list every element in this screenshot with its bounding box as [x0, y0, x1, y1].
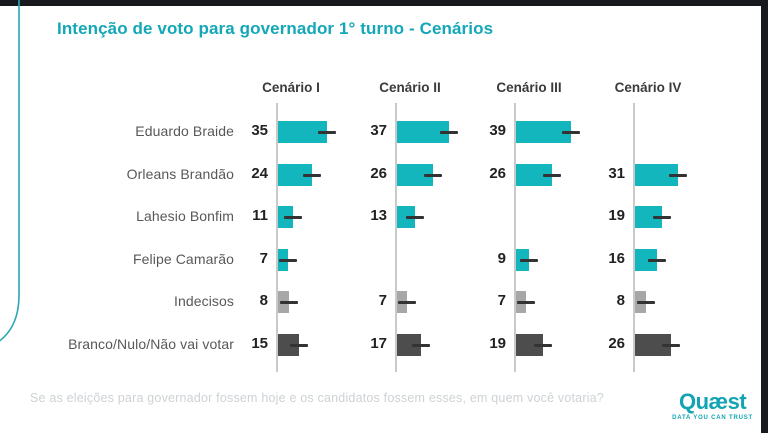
bar — [635, 334, 671, 356]
bar — [397, 164, 433, 186]
scenario-header-3: Cenário III — [496, 80, 562, 95]
error-whisker — [318, 130, 336, 134]
bar — [635, 206, 662, 228]
error-whisker — [543, 173, 561, 177]
error-whisker — [290, 343, 308, 347]
value-label: 26 — [370, 165, 387, 182]
candidate-label: Branco/Nulo/Não vai votar — [68, 336, 234, 352]
scenario-header-1: Cenário I — [262, 80, 320, 95]
value-label: 19 — [608, 207, 625, 224]
scenario-header-4: Cenário IV — [614, 80, 682, 95]
page-title: Intenção de voto para governador 1° turn… — [57, 19, 494, 38]
bar — [278, 164, 312, 186]
error-whisker — [669, 173, 687, 177]
candidate-label: Orleans Brandão — [126, 166, 234, 182]
value-label: 7 — [259, 250, 268, 267]
scenario-header-2: Cenário II — [379, 80, 441, 95]
value-label: 15 — [251, 335, 268, 352]
bar — [635, 249, 657, 271]
value-label: 26 — [608, 335, 625, 352]
error-whisker — [653, 215, 671, 219]
axis-line-3 — [514, 103, 516, 372]
value-label: 16 — [608, 250, 625, 267]
value-label: 37 — [370, 122, 387, 139]
candidate-label: Lahesio Bonfim — [136, 208, 234, 224]
error-whisker — [284, 215, 302, 219]
error-whisker — [280, 300, 298, 304]
error-whisker — [662, 343, 680, 347]
error-whisker — [279, 258, 297, 262]
top-border-bar — [0, 0, 768, 6]
value-label: 31 — [608, 165, 625, 182]
error-whisker — [517, 300, 535, 304]
axis-line-4 — [633, 103, 635, 372]
decorative-corner-curve — [0, 0, 80, 385]
candidate-label: Eduardo Braide — [135, 123, 234, 139]
error-whisker — [303, 173, 321, 177]
axis-line-2 — [395, 103, 397, 372]
value-label: 39 — [489, 122, 506, 139]
bar — [516, 164, 552, 186]
error-whisker — [648, 258, 666, 262]
right-border-bar — [761, 0, 768, 433]
value-label: 24 — [251, 165, 268, 182]
quaest-logo-tagline: DATA YOU CAN TRUST — [672, 415, 753, 421]
value-label: 26 — [489, 165, 506, 182]
value-label: 9 — [497, 250, 506, 267]
axis-line-1 — [276, 103, 278, 372]
error-whisker — [562, 130, 580, 134]
value-label: 35 — [251, 122, 268, 139]
bar — [635, 164, 678, 186]
bar — [516, 334, 543, 356]
error-whisker — [637, 300, 655, 304]
bar — [278, 334, 299, 356]
survey-question-text: Se as eleições para governador fossem ho… — [30, 391, 604, 405]
error-whisker — [412, 343, 430, 347]
candidate-label: Indecisos — [173, 293, 234, 309]
bar — [397, 334, 421, 356]
error-whisker — [520, 258, 538, 262]
bar — [397, 121, 449, 143]
candidate-label: Felipe Camarão — [133, 251, 234, 267]
quaest-logo: Quæst DATA YOU CAN TRUST — [672, 389, 753, 422]
error-whisker — [424, 173, 442, 177]
value-label: 17 — [370, 335, 387, 352]
value-label: 19 — [489, 335, 506, 352]
error-whisker — [440, 130, 458, 134]
error-whisker — [398, 300, 416, 304]
error-whisker — [406, 215, 424, 219]
value-label: 8 — [259, 292, 268, 309]
bar — [516, 121, 571, 143]
value-label: 11 — [252, 207, 268, 224]
value-label: 13 — [370, 207, 387, 224]
error-whisker — [534, 343, 552, 347]
value-label: 8 — [616, 292, 625, 309]
bar — [278, 121, 327, 143]
value-label: 7 — [497, 292, 506, 309]
quaest-logo-wordmark: Quæst — [678, 389, 747, 414]
value-label: 7 — [378, 292, 387, 309]
